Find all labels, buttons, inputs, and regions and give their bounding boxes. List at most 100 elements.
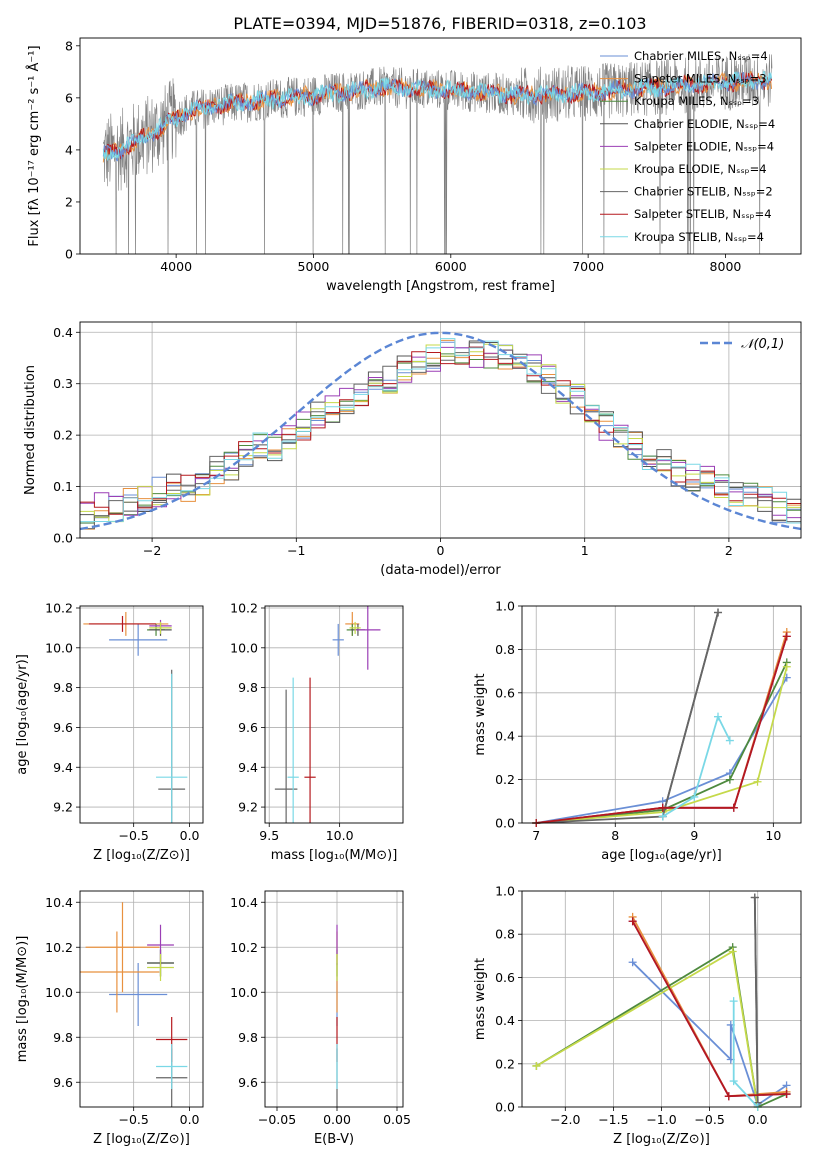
y-tick-label: 9.6 <box>238 1075 258 1090</box>
x-tick-label: −2 <box>143 543 161 558</box>
spectrum-ylabel: Flux [fλ 10⁻¹⁷ erg cm⁻² s⁻¹ Å⁻¹] <box>26 45 42 246</box>
x-tick-label: 9.5 <box>259 828 279 843</box>
model-spectrum-3 <box>102 70 773 161</box>
age_vs_Z-ylabel: age [log₁₀(age/yr)] <box>15 654 30 775</box>
legend-label: Kroupa STELIB, Nₛₛₚ=4 <box>634 230 764 244</box>
x-tick-label: 0.0 <box>180 1112 200 1127</box>
x-tick-label: −0.5 <box>118 1112 148 1127</box>
massweight_vs_Z-series <box>532 893 791 1111</box>
x-tick-label: 0.0 <box>748 1112 768 1127</box>
y-tick-label: 0.0 <box>495 1100 515 1115</box>
x-tick-label: 0 <box>437 543 445 558</box>
weight-line-1 <box>536 631 788 824</box>
y-tick-label: 9.4 <box>238 760 258 775</box>
y-tick-label: 0.4 <box>495 729 515 744</box>
y-tick-label: 9.8 <box>53 1030 73 1045</box>
y-tick-label: 9.8 <box>238 1030 258 1045</box>
x-tick-label: −1.0 <box>646 1112 676 1127</box>
y-tick-label: 9.8 <box>238 680 258 695</box>
legend-label: 𝒩(0,1) <box>741 337 784 352</box>
spectrum-frame <box>79 37 802 255</box>
spectrum-xlabel: wavelength [Angstrom, rest frame] <box>326 279 555 294</box>
x-tick-label: 6000 <box>435 259 467 274</box>
age_vs_Z-xlabel: Z [log₁₀(Z/Z⊙)] <box>93 848 190 863</box>
x-tick-label: 1 <box>581 543 589 558</box>
age_vs_mass-axes: 9.5 10.0 9.2 9.4 9.6 9.8 10.0 10.2 <box>230 600 403 843</box>
residual_hist-xlabel: (data-model)/error <box>380 563 501 578</box>
weight-marker <box>690 792 699 801</box>
age_vs_mass-xlabel: mass [log₁₀(M/M⊙)] <box>271 848 398 863</box>
x-tick-label: −0.5 <box>694 1112 724 1127</box>
y-tick-label: 0.3 <box>53 376 73 391</box>
weight-marker <box>532 1061 541 1070</box>
y-tick-label: 2 <box>65 194 73 209</box>
y-tick-label: 10.2 <box>230 600 258 615</box>
x-tick-label: −0.5 <box>118 828 148 843</box>
mass_vs_Z-ylabel: mass [log₁₀(M/M⊙)] <box>15 936 30 1063</box>
y-tick-label: 10.0 <box>230 640 258 655</box>
weight-line-4 <box>536 636 788 824</box>
spectrum-axes: 4000 5000 6000 7000 8000 0 2 4 6 8 <box>65 38 741 274</box>
weight-line-5 <box>536 666 788 824</box>
y-tick-label: 10.0 <box>230 985 258 1000</box>
y-tick-label: 0.2 <box>495 772 515 787</box>
weight-line-7 <box>536 636 788 824</box>
massweight_vs_age-axes: 7 8 9 10 0.0 0.2 0.4 0.6 0.8 1.0 <box>495 599 801 843</box>
y-tick-label: 0 <box>65 247 73 262</box>
histogram-series-8 <box>80 338 801 524</box>
y-tick-label: 0.0 <box>53 531 73 546</box>
y-tick-label: 10.0 <box>45 985 73 1000</box>
massweight_vs_Z-xlabel: Z [log₁₀(Z/Z⊙)] <box>613 1132 710 1147</box>
y-tick-label: 9.2 <box>53 800 73 815</box>
x-tick-label: 2 <box>725 543 733 558</box>
mass_vs_Z-frame <box>79 890 204 1108</box>
weight-line-8 <box>732 1001 759 1108</box>
legend-label: Salpeter STELIB, Nₛₛₚ=4 <box>634 207 772 221</box>
residual_hist-frame <box>79 321 802 539</box>
weight-marker <box>725 736 734 745</box>
histogram-legend: 𝒩(0,1) <box>700 337 784 352</box>
x-tick-label: 0.00 <box>323 1112 351 1127</box>
weight-marker <box>628 917 637 926</box>
figure-title: PLATE=0394, MJD=51876, FIBERID=0318, z=0… <box>233 14 646 33</box>
weight-line-2 <box>536 662 788 824</box>
x-tick-label: 7000 <box>572 259 604 274</box>
histogram-steps <box>79 331 802 531</box>
weight-marker <box>714 712 723 721</box>
age_vs_Z-frame <box>79 605 204 824</box>
y-tick-label: 0.2 <box>495 1056 515 1071</box>
age_vs_mass-points <box>274 606 381 823</box>
mass_vs_Z-xlabel: Z [log₁₀(Z/Z⊙)] <box>93 1132 190 1147</box>
x-tick-label: 8000 <box>710 259 742 274</box>
weight-line-6 <box>536 612 719 824</box>
weight-line-6 <box>753 897 759 1103</box>
weight-marker <box>750 893 759 902</box>
weight-marker <box>729 1077 738 1086</box>
x-tick-label: 4000 <box>160 259 192 274</box>
age_vs_mass-frame <box>264 605 404 824</box>
y-tick-label: 0.8 <box>495 927 515 942</box>
y-tick-label: 1.0 <box>495 599 515 614</box>
y-tick-label: 10.4 <box>230 895 258 910</box>
y-tick-label: 10.4 <box>45 895 73 910</box>
plot-area: 4000 5000 6000 7000 8000 0 2 4 6 8 wavelength [Ang… <box>15 37 802 1147</box>
y-tick-label: 0.4 <box>495 1013 515 1028</box>
weight-line-8 <box>662 714 731 818</box>
y-tick-label: 0.2 <box>53 428 73 443</box>
legend-label: Chabrier MILES, Nₛₛₚ=4 <box>634 49 768 63</box>
weight-marker <box>782 662 791 671</box>
y-tick-label: 9.6 <box>53 720 73 735</box>
massweight_vs_age-xlabel: age [log₁₀(age/yr)] <box>601 848 722 863</box>
mass_vs_EBV-frame <box>264 890 404 1108</box>
x-tick-label: 7 <box>532 828 540 843</box>
y-tick-label: 9.2 <box>238 800 258 815</box>
y-tick-label: 10.2 <box>45 940 73 955</box>
x-tick-label: 9 <box>690 828 698 843</box>
x-tick-label: 8 <box>611 828 619 843</box>
legend-label: Chabrier ELODIE, Nₛₛₚ=4 <box>634 117 775 131</box>
y-tick-label: 1.0 <box>495 884 515 899</box>
y-tick-label: 8 <box>65 38 73 53</box>
y-tick-label: 10.2 <box>230 940 258 955</box>
weight-marker <box>753 777 762 786</box>
